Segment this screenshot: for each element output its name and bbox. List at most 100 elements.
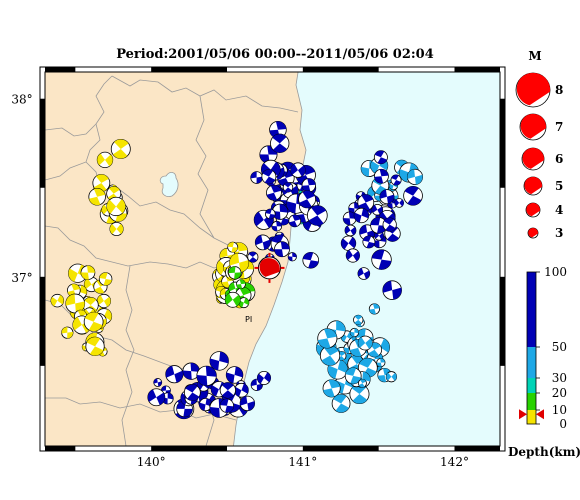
highlighted-event xyxy=(254,252,285,283)
focal-mechanism-deep-coast xyxy=(261,169,277,185)
depth-scale-segment xyxy=(527,410,536,424)
depth-scale-label: 100 xyxy=(544,265,567,279)
focal-mechanism-shallow-fault xyxy=(227,241,239,253)
focal-mechanism-deep-offshore xyxy=(344,224,357,237)
frame-inner xyxy=(44,71,501,447)
focal-mechanism-shallow-inland xyxy=(96,293,112,309)
depth-scale-label: 50 xyxy=(552,340,567,354)
focal-mechanism-deep-south xyxy=(153,378,163,387)
focal-mechanism-deep-coast xyxy=(287,252,297,262)
frame-segment xyxy=(500,98,505,188)
focal-mechanism-deep-offshore xyxy=(382,280,402,300)
focal-mechanism-deep-offshore xyxy=(353,207,370,224)
focal-mechanism-inter-plate xyxy=(357,335,373,351)
map-area: PI xyxy=(45,72,500,446)
magnitude-legend-item: 7 xyxy=(519,113,563,141)
frame-segment xyxy=(302,446,379,451)
lat-tick-label: 37° xyxy=(11,271,32,285)
focal-mechanism-mid-shallow xyxy=(236,279,246,290)
frame-segment xyxy=(454,67,500,72)
focal-mechanism-inter-plate xyxy=(357,378,367,388)
lat-tick-label: 38° xyxy=(11,93,32,107)
magnitude-legend-title: M xyxy=(528,49,541,63)
focal-mechanism-deep-coast xyxy=(270,133,290,153)
focal-mechanism-shallow-west xyxy=(106,196,126,217)
focal-mechanism-shallow-west xyxy=(96,151,114,169)
focal-mechanism-deep-offshore xyxy=(340,235,357,251)
focal-mechanism-deep-south xyxy=(182,362,200,380)
focal-mechanism-deep-coast xyxy=(254,234,271,251)
magnitude-legend-label: 3 xyxy=(555,226,563,240)
focal-mechanism-deep-coast xyxy=(247,251,259,263)
magnitude-legend-label: 8 xyxy=(555,83,563,97)
magnitude-legend-item: 4 xyxy=(525,202,563,218)
depth-scale-label: 0 xyxy=(559,417,567,431)
focal-mechanism-shallow-west xyxy=(110,138,131,159)
focal-mechanism-inter-plate xyxy=(368,303,381,315)
focal-mechanism-deep-offshore xyxy=(373,150,388,165)
focal-mechanism-deep-offshore xyxy=(371,249,392,270)
focal-mechanism-deep-south xyxy=(183,384,201,401)
boundary-line xyxy=(195,95,215,239)
lake-shape xyxy=(159,172,179,197)
lon-tick-label: 140° xyxy=(137,455,166,469)
focal-mechanism-deep-south xyxy=(209,351,229,371)
focal-mechanism-shallow-inland xyxy=(98,272,113,286)
depth-scale-segment xyxy=(527,393,536,410)
map-frame xyxy=(39,66,506,452)
lon-tick-label: 141° xyxy=(288,455,317,469)
boundary-line xyxy=(45,123,97,137)
focal-mechanism-deep-south xyxy=(239,395,256,412)
depth-scale-border xyxy=(526,271,537,425)
magnitude-legend-label: 6 xyxy=(555,152,563,166)
focal-mechanism-deep-coast xyxy=(264,208,276,220)
depth-marker-right xyxy=(536,409,544,420)
focal-mechanism-deep-south xyxy=(165,365,184,384)
boundary-line xyxy=(45,225,247,269)
magnitude-legend-label: 4 xyxy=(555,203,563,217)
focal-mechanism-deep-offshore xyxy=(373,168,389,184)
focal-mechanism-inter-plate xyxy=(385,371,397,383)
lon-axis-labels: 140° 141° 142° xyxy=(137,455,469,469)
focal-mechanism-inter-plate xyxy=(322,379,341,398)
focal-mechanism-shallow-inland xyxy=(67,283,81,298)
prefecture-boundaries xyxy=(45,75,299,446)
depth-scale-label: 30 xyxy=(552,371,567,385)
focal-mechanism-shallow-inland xyxy=(80,265,96,280)
focal-mechanism-inter-plate xyxy=(353,314,364,326)
focal-mechanism-deep-coast xyxy=(271,220,283,232)
focal-mechanism-inter-plate xyxy=(327,359,348,380)
focal-mechanism-layer xyxy=(50,120,424,420)
focal-mechanism-deep-offshore xyxy=(382,217,397,232)
frame-segment xyxy=(454,446,500,451)
focal-mechanism-deep-coast xyxy=(274,241,290,258)
focal-mechanism-deep-south xyxy=(196,365,217,387)
focal-mechanism-deep-offshore xyxy=(342,211,357,226)
depth-scale-segment xyxy=(527,272,536,347)
focal-mechanism-deep-offshore xyxy=(394,198,405,208)
depth-scale-segment xyxy=(527,378,536,393)
magnitude-legend: M 8 7 6 5 4 3 xyxy=(515,49,563,240)
focal-mechanism-inter-plate xyxy=(317,328,338,349)
depth-marker-left xyxy=(519,409,527,420)
frame-segment xyxy=(151,67,227,72)
boundary-line xyxy=(121,265,135,446)
lon-tick-label: 142° xyxy=(440,455,469,469)
focal-mechanism-deep-offshore xyxy=(379,189,395,205)
focal-mechanism-shallow-inland xyxy=(61,326,74,339)
focal-mechanism-mid-shallow xyxy=(228,266,242,280)
focal-mechanism-shallow-west xyxy=(92,174,111,192)
focal-mechanism-inter-plate xyxy=(319,345,341,366)
station-label: PI xyxy=(245,315,252,324)
focal-mechanism-deep-south xyxy=(256,370,272,386)
focal-mechanism-deep-coast xyxy=(250,171,263,184)
focal-mechanism-deep-coast xyxy=(302,251,320,269)
depth-scale-segment xyxy=(527,347,536,378)
boundary-line xyxy=(45,75,113,181)
depth-scale-label: 10 xyxy=(552,403,567,417)
focal-mechanism-deep-south xyxy=(219,382,236,399)
focal-mechanism-inter-plate-north xyxy=(406,168,424,185)
frame-segment xyxy=(302,67,379,72)
magnitude-legend-label: 7 xyxy=(555,120,563,134)
